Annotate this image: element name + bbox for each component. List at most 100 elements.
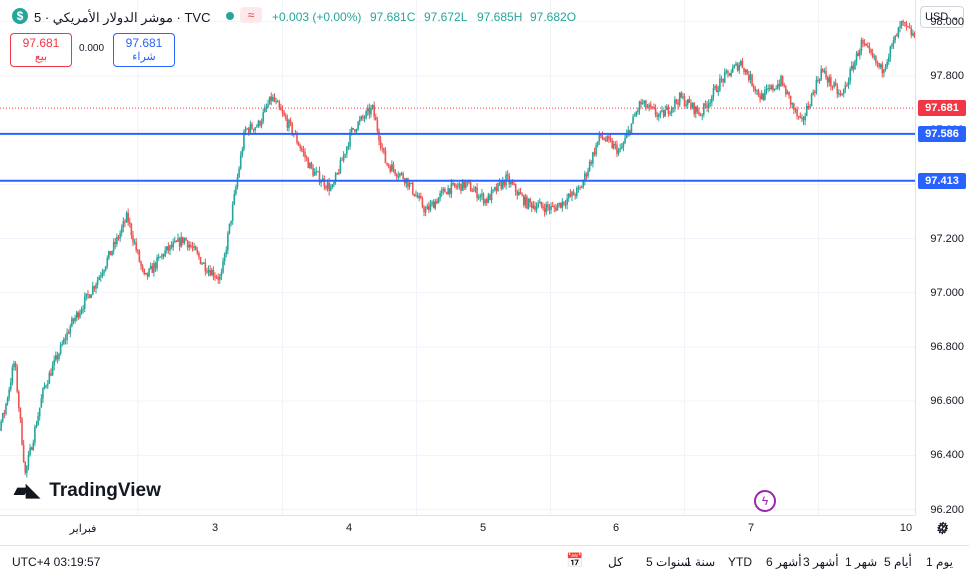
candle-body	[61, 344, 63, 345]
candle-body	[775, 89, 777, 90]
candle-body	[39, 408, 41, 417]
candle-body	[799, 116, 801, 117]
candle-body	[106, 258, 108, 266]
candle-body	[291, 123, 293, 134]
candle-body	[544, 208, 546, 212]
range-button[interactable]: أشهر 3	[803, 555, 839, 569]
candle-body	[615, 144, 617, 145]
range-button[interactable]: أيام 5	[884, 555, 912, 569]
candle-body	[656, 115, 658, 117]
close-value: 97.681C	[370, 10, 415, 24]
candle-body	[227, 233, 229, 250]
candle-body	[190, 245, 192, 247]
candle-body	[443, 189, 445, 190]
candle-body	[677, 103, 679, 105]
candle-body	[820, 69, 822, 79]
lightning-icon[interactable]: ϟ	[754, 490, 776, 512]
line-price-label[interactable]: 97.586	[918, 126, 966, 142]
candle-body	[330, 187, 332, 190]
candle-body	[389, 166, 391, 171]
candle-body	[689, 99, 691, 103]
candle-body	[283, 113, 285, 116]
candle-body	[838, 93, 840, 94]
line-price-label[interactable]: 97.413	[918, 173, 966, 189]
candle-body	[753, 86, 755, 88]
candle-body	[12, 367, 14, 382]
candle-body	[619, 148, 621, 149]
candle-body	[510, 182, 512, 184]
candle-body	[751, 75, 753, 86]
candle-body	[216, 277, 218, 278]
candle-body	[201, 264, 203, 265]
candle-body	[553, 206, 555, 207]
candle-body	[645, 101, 647, 108]
candle-body	[290, 120, 292, 123]
candle-body	[729, 73, 731, 76]
clock[interactable]: UTC+4 03:19:57	[12, 555, 100, 569]
chart-plot-area[interactable]	[0, 0, 915, 515]
candle-body	[66, 333, 68, 340]
candle-body	[746, 70, 748, 75]
candle-body	[893, 40, 895, 44]
current-price-label[interactable]: 97.681	[918, 100, 966, 116]
candle-body	[361, 116, 363, 119]
candlestick-chart[interactable]	[0, 0, 915, 515]
candle-body	[44, 386, 46, 389]
buy-price: 97.681	[114, 36, 174, 50]
candle-body	[845, 85, 847, 89]
candle-body	[698, 112, 700, 115]
candle-body	[92, 286, 94, 294]
candle-body	[623, 143, 625, 147]
candle-body	[348, 146, 350, 147]
buy-label: شراء	[114, 50, 174, 63]
candle-body	[595, 145, 597, 154]
approx-icon[interactable]: ≈	[240, 7, 262, 23]
sell-button[interactable]: 97.681 بيع	[10, 33, 72, 67]
candle-body	[460, 184, 462, 191]
candle-body	[648, 105, 650, 108]
candle-body	[700, 115, 702, 116]
candle-body	[211, 270, 213, 275]
candle-body	[433, 202, 435, 208]
calendar-icon[interactable]: 📅	[566, 552, 583, 569]
candle-body	[306, 157, 308, 158]
buy-button[interactable]: 97.681 شراء	[113, 33, 175, 67]
range-button[interactable]: أشهر 6	[766, 555, 802, 569]
candle-body	[97, 280, 99, 285]
candle-body	[139, 251, 141, 262]
candle-body	[142, 266, 144, 269]
candle-body	[380, 141, 382, 148]
candle-body	[894, 35, 896, 40]
range-button[interactable]: شهر 1	[845, 555, 877, 569]
candle-body	[296, 134, 298, 142]
candle-body	[848, 82, 850, 86]
candle-body	[407, 178, 409, 187]
range-button[interactable]: كل	[608, 555, 623, 569]
candle-body	[58, 354, 60, 359]
candle-body	[303, 150, 305, 152]
candle-body	[607, 136, 609, 141]
range-button[interactable]: سنوات 5	[646, 555, 691, 569]
candle-body	[589, 162, 591, 171]
candle-body	[444, 189, 446, 192]
candle-body	[780, 76, 782, 86]
candle-body	[113, 242, 115, 251]
price-tick-label: 98.000	[930, 16, 964, 28]
candle-body	[182, 237, 184, 243]
candle-body	[875, 56, 877, 62]
candle-body	[232, 204, 234, 220]
candle-body	[803, 118, 805, 121]
candle-body	[885, 67, 887, 70]
range-button[interactable]: YTD	[728, 555, 752, 569]
candle-body	[381, 147, 383, 148]
candle-body	[483, 194, 485, 204]
candle-body	[912, 33, 914, 35]
candle-body	[57, 355, 59, 359]
gear-icon[interactable]: ⚙	[935, 519, 951, 535]
range-button[interactable]: يوم 1	[926, 555, 953, 569]
candle-body	[36, 425, 38, 427]
price-axis[interactable]: USD ⌄ 98.00097.80097.60097.40097.20097.0…	[915, 0, 969, 515]
candle-body	[174, 241, 176, 243]
symbol-title[interactable]: موشر الدولار الأمريكي · 5 · TVC	[34, 10, 210, 26]
